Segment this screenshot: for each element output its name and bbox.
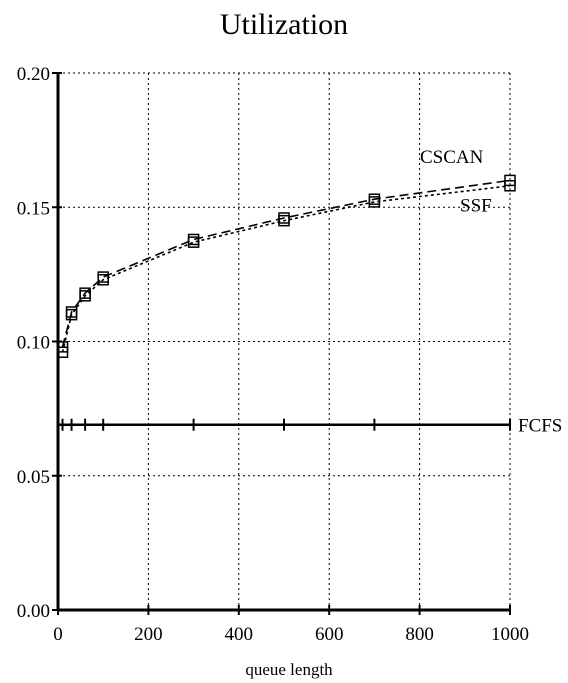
ssf-point <box>278 214 290 227</box>
y-tick-label: 0.15 <box>17 198 50 219</box>
x-tick-label: 1000 <box>491 624 529 645</box>
grid-layer <box>58 72 511 610</box>
y-tick-label: 0.00 <box>17 601 50 622</box>
x-tick-label: 400 <box>225 624 254 645</box>
ssf-series-line <box>61 185 511 353</box>
x-tick-label: 600 <box>315 624 344 645</box>
ssf-point <box>368 196 381 208</box>
label-layer: 0 200 400 600 800 1000 0.00 0.05 0.10 0.15 0.20 que… <box>17 64 563 679</box>
y-tick-label: 0.10 <box>17 333 50 354</box>
ssf-point <box>65 308 78 321</box>
ssf-point <box>79 290 91 302</box>
cscan-series-line <box>61 179 511 348</box>
ssf-point <box>504 180 516 192</box>
y-tick-label: 0.05 <box>17 467 50 488</box>
fcfs-series-label: FCFS <box>518 416 562 437</box>
series-layer <box>56 174 516 431</box>
x-tick-label: 800 <box>405 624 434 645</box>
ssf-point <box>187 236 200 248</box>
ssf-point <box>56 346 69 358</box>
x-axis-label: queue length <box>245 660 333 679</box>
ssf-point <box>97 273 109 286</box>
ssf-series-label: SSF <box>460 195 492 216</box>
x-tick-label: 0 <box>53 624 63 645</box>
cscan-series-label: CSCAN <box>420 147 484 168</box>
x-tick-label: 200 <box>134 624 163 645</box>
y-tick-label: 0.20 <box>17 64 50 85</box>
chart-title: Utilization <box>219 8 349 41</box>
